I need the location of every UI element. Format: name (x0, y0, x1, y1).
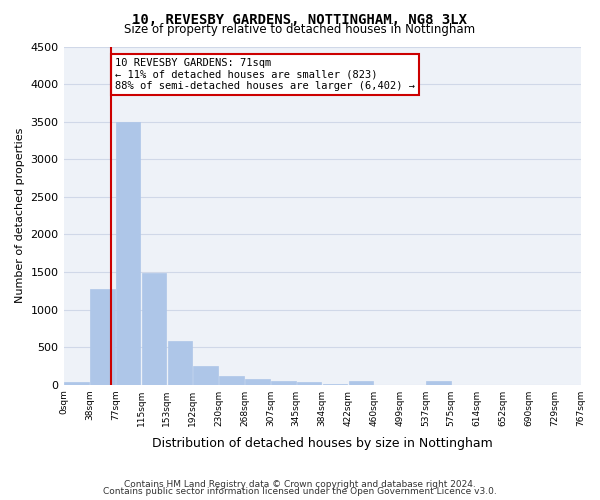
Y-axis label: Number of detached properties: Number of detached properties (15, 128, 25, 304)
Text: 10 REVESBY GARDENS: 71sqm
← 11% of detached houses are smaller (823)
88% of semi: 10 REVESBY GARDENS: 71sqm ← 11% of detac… (115, 58, 415, 91)
Text: Contains public sector information licensed under the Open Government Licence v3: Contains public sector information licen… (103, 488, 497, 496)
Bar (245, 378, 269, 384)
X-axis label: Distribution of detached houses by size in Nottingham: Distribution of detached houses by size … (152, 437, 493, 450)
Bar (271, 382, 296, 384)
Text: Contains HM Land Registry data © Crown copyright and database right 2024.: Contains HM Land Registry data © Crown c… (124, 480, 476, 489)
Bar (64, 382, 89, 384)
Bar (90, 289, 115, 384)
Bar (116, 122, 140, 384)
Text: 10, REVESBY GARDENS, NOTTINGHAM, NG8 3LX: 10, REVESBY GARDENS, NOTTINGHAM, NG8 3LX (133, 12, 467, 26)
Text: Size of property relative to detached houses in Nottingham: Size of property relative to detached ho… (124, 22, 476, 36)
Bar (349, 382, 373, 384)
Bar (219, 376, 244, 384)
Bar (193, 366, 218, 384)
Bar (167, 341, 192, 384)
Bar (142, 274, 166, 384)
Bar (426, 381, 451, 384)
Bar (297, 382, 322, 384)
